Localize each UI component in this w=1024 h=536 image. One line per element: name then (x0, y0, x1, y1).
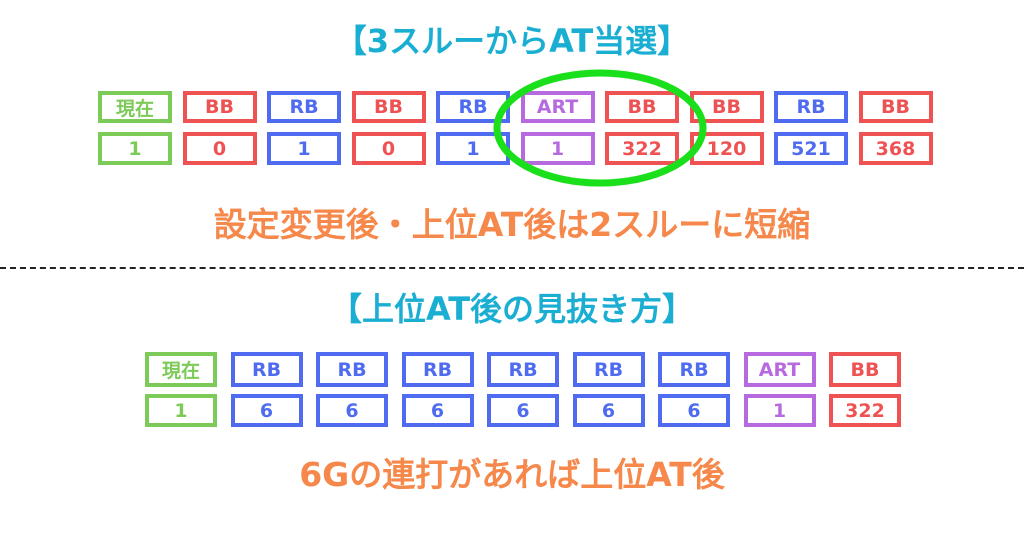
cell-value: 1 (267, 132, 341, 165)
section2-note: 6Gの連打があれば上位AT後 (299, 455, 725, 494)
cell-value: 6 (401, 394, 474, 427)
cell-label: BB (689, 91, 764, 123)
cell-label: RB (436, 91, 510, 123)
cell-value: 120 (689, 132, 764, 165)
cell-value: 368 (858, 132, 933, 165)
cell-label: RB (401, 352, 474, 387)
cell-label: BB (858, 91, 933, 123)
cell-label: 現在 (145, 352, 217, 387)
cell-value: 322 (605, 132, 679, 165)
cell-label: RB (487, 352, 559, 387)
cell-label: BB (351, 91, 426, 123)
cell-label: ART (520, 91, 595, 123)
cell-label: RB (774, 91, 848, 123)
cell-value: 1 (98, 132, 172, 165)
cell-label: RB (658, 352, 730, 387)
section2-title: 【上位AT後の見抜き方】 (329, 290, 695, 328)
cell-value: 521 (774, 132, 848, 165)
cell-value: 322 (829, 394, 901, 427)
divider (0, 267, 1024, 269)
cell-value: 6 (572, 394, 645, 427)
cell-value: 6 (658, 394, 730, 427)
section1-note: 設定変更後・上位AT後は2スルーに短縮 (213, 205, 811, 244)
cell-value: 0 (351, 132, 426, 165)
cell-value: 6 (230, 394, 303, 427)
cell-value: 1 (145, 394, 217, 427)
section1-title: 【3スルーからAT当選】 (334, 22, 690, 60)
cell-label: BB (605, 91, 679, 123)
cell-label: ART (743, 352, 816, 387)
cell-label: 現在 (98, 91, 172, 123)
cell-value: 1 (520, 132, 595, 165)
cell-value: 1 (743, 394, 816, 427)
cell-label: RB (267, 91, 341, 123)
cell-label: BB (182, 91, 257, 123)
highlight-circle (493, 69, 707, 187)
cell-label: RB (230, 352, 303, 387)
cell-value: 1 (436, 132, 510, 165)
cell-label: RB (572, 352, 645, 387)
cell-value: 0 (182, 132, 257, 165)
cell-label: RB (316, 352, 388, 387)
cell-label: BB (829, 352, 901, 387)
cell-value: 6 (487, 394, 559, 427)
cell-value: 6 (316, 394, 388, 427)
